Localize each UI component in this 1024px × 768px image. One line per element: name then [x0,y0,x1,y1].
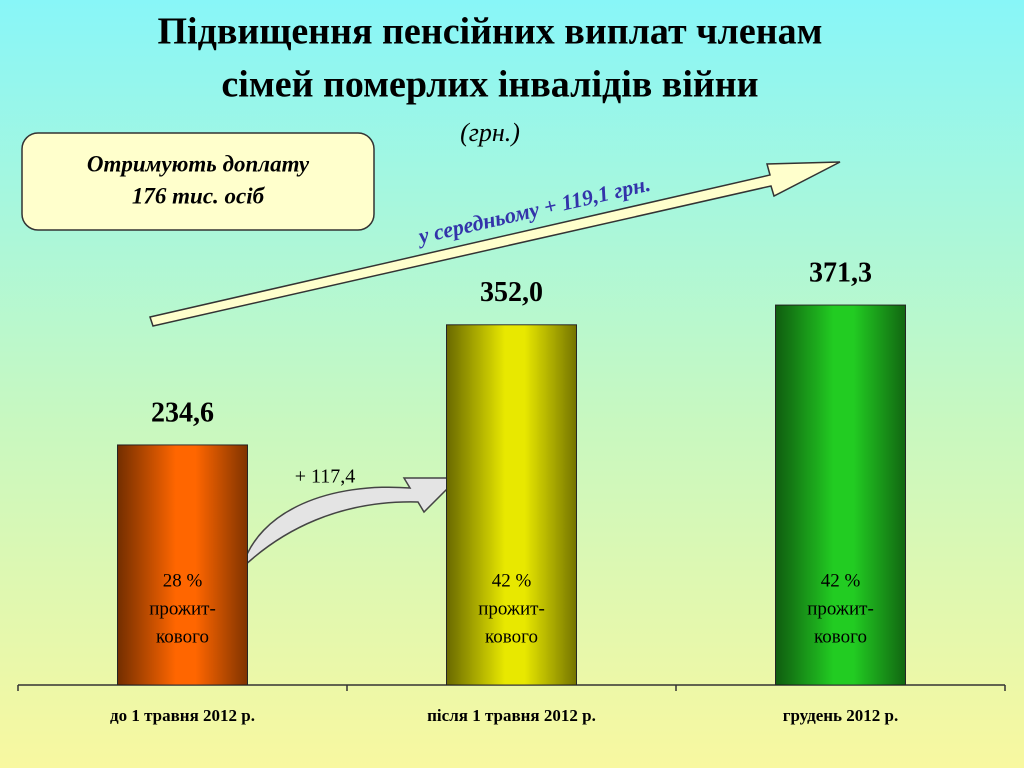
bar-inner-label: прожит- [478,598,545,619]
bar-inner-label: прожит- [807,598,874,619]
note-text: 176 тис. осіб [132,183,266,208]
bar [117,444,248,686]
increase-label: + 117,4 [295,466,356,488]
chart-title: Підвищення пенсійних виплат членам [157,11,822,53]
trend-arrow [149,161,841,327]
x-tick-label: до 1 травня 2012 р. [110,706,255,725]
value-label: 234,6 [151,397,214,428]
bar-inner-label: кового [814,626,867,647]
chart-subtitle: (грн.) [460,118,520,147]
chart-title: сімей померлих інвалідів війни [221,64,758,106]
note-text: Отримують доплату [87,151,310,176]
x-tick-label: після 1 травня 2012 р. [427,706,596,725]
value-label: 371,3 [809,257,872,288]
x-tick-label: грудень 2012 р. [783,706,899,725]
note-box [21,132,375,231]
bar-inner-label: 42 % [821,570,861,591]
bar-inner-label: прожит- [149,598,216,619]
bar-inner-label: кового [485,626,538,647]
value-label: 352,0 [480,277,543,308]
bar-inner-label: 28 % [163,570,203,591]
bar-inner-label: 42 % [492,570,532,591]
bar-inner-label: кового [156,626,209,647]
